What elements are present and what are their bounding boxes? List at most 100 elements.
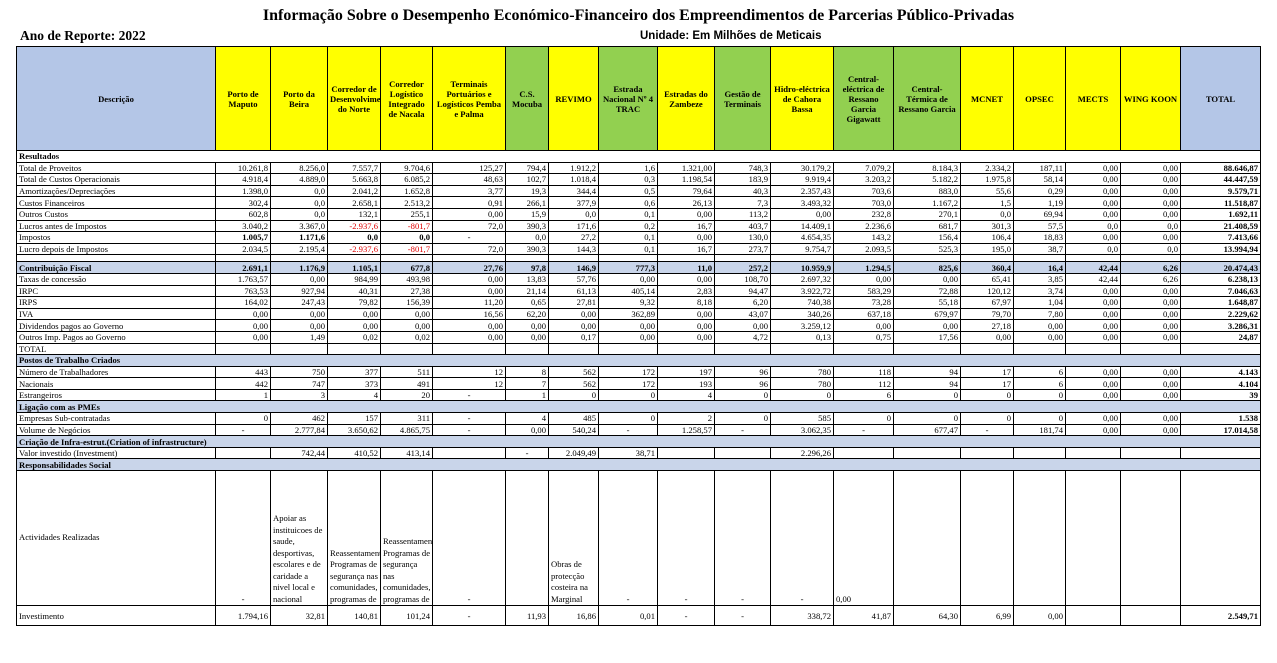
cell: 0,00: [505, 330, 549, 344]
cell: [1013, 470, 1066, 607]
cell: 0,00: [1120, 207, 1181, 221]
cell: 7.046,63: [1180, 284, 1261, 298]
cell: 1.652,8: [380, 184, 433, 198]
cell: 0,00: [215, 307, 271, 321]
cell: 96: [714, 377, 771, 390]
cell: 0,00: [893, 319, 961, 332]
data-row: Valor investido (Investment) 742,44 410,52…: [16, 446, 1261, 460]
cell: 10.959,9: [770, 261, 834, 274]
cell: [1065, 470, 1121, 607]
row-label: IVA: [16, 307, 216, 321]
cell: 0,00: [657, 231, 715, 244]
cell: 742,44: [270, 446, 328, 460]
cell: 4: [327, 388, 381, 402]
cell: 181,74: [1013, 423, 1066, 437]
data-row: Lucros antes de Impostos 3.040,2 3.367,0 -2…: [16, 219, 1261, 233]
cell: 7: [505, 377, 549, 390]
cell: 42,44: [1065, 261, 1121, 274]
cell: 3,77: [432, 184, 506, 198]
cell: 62,20: [505, 307, 549, 321]
cell: 740,38: [770, 296, 834, 309]
cell: 0,00: [1065, 319, 1121, 332]
cell: 0,00: [1065, 196, 1121, 209]
cell: 79,64: [657, 184, 715, 198]
cell: 1,5: [960, 196, 1014, 209]
cell: 1: [215, 388, 271, 402]
cell: 69,94: [1013, 207, 1066, 221]
cell: 562: [548, 365, 599, 379]
cell: 0: [893, 412, 961, 425]
cell: 0: [598, 412, 658, 425]
row-label: Taxas de concessão: [16, 272, 216, 286]
row-label: Custos Financeiros: [16, 196, 216, 209]
cell: 0,00: [1120, 284, 1181, 298]
cell: 20.474,43: [1180, 261, 1261, 274]
cell: 883,0: [893, 184, 961, 198]
cell: 4.104: [1180, 377, 1261, 390]
cell: 0,00: [380, 307, 433, 321]
cell: 491: [380, 377, 433, 390]
cell: 485: [548, 412, 599, 425]
cell: 3.367,0: [270, 219, 328, 233]
cell: 825,6: [893, 261, 961, 274]
cell: 1.005,7: [215, 231, 271, 244]
cell: 413,14: [380, 446, 433, 460]
cell: 21,14: [505, 284, 549, 298]
cell: 27,18: [960, 319, 1014, 332]
cell: 6,99: [960, 605, 1014, 627]
cell: 0,02: [327, 330, 381, 344]
row-label: Outros Custos: [16, 207, 216, 221]
cell: 0,00: [657, 272, 715, 286]
cell: 12: [432, 377, 506, 390]
cell: 32,81: [270, 605, 328, 627]
cell: 143,2: [833, 231, 894, 244]
cell: [657, 446, 715, 460]
cell: 0,17: [548, 330, 599, 344]
cell: 0,00: [893, 272, 961, 286]
cell: 302,4: [215, 196, 271, 209]
cell: 108,70: [714, 272, 771, 286]
cell: 8.256,0: [270, 161, 328, 175]
cell: 780: [770, 365, 834, 379]
section-label: Criação de Infra-estrut.(Criation of inf…: [16, 435, 1261, 448]
cell: 0,02: [380, 330, 433, 344]
cell: -: [215, 423, 271, 437]
cell: 677,47: [893, 423, 961, 437]
cell: 637,18: [833, 307, 894, 321]
cell: -: [714, 605, 771, 627]
cell: 780: [770, 377, 834, 390]
cell: 15,9: [505, 207, 549, 221]
cell: [770, 342, 834, 356]
cell: 2.777,84: [270, 423, 328, 437]
column-header: Porto da Beira: [270, 46, 328, 151]
data-row: Empresas Sub-contratadas 0 462 157 311-4 485 0…: [16, 412, 1261, 425]
cell: 1.176,9: [270, 261, 328, 274]
cell: 9,32: [598, 296, 658, 309]
cell: -: [770, 470, 834, 607]
cell: 0,00: [1120, 365, 1181, 379]
section-label: Ligação com as PMEs: [16, 400, 1261, 414]
data-row: Outros Imp. Pagos ao Governo 0,00 1,49 0,02…: [16, 330, 1261, 344]
cell: 27,81: [548, 296, 599, 309]
cell: 157: [327, 412, 381, 425]
cell: -: [432, 605, 506, 627]
cell: 247,43: [270, 296, 328, 309]
column-header: Corredor Logístico Integrado de Nacala: [380, 46, 433, 151]
cell: 0,00: [1013, 605, 1066, 627]
empty-cell: [548, 254, 599, 263]
cell: 1,49: [270, 330, 328, 344]
cell: 602,8: [215, 207, 271, 221]
cell: 681,7: [893, 219, 961, 233]
cell: 40,31: [327, 284, 381, 298]
cell: 55,6: [960, 184, 1014, 198]
cell: Reassentamentos, Programas de segurança …: [327, 470, 381, 607]
cell: 16,56: [432, 307, 506, 321]
cell: 171,6: [548, 219, 599, 233]
cell: 3.650,62: [327, 423, 381, 437]
cell: 1.198,54: [657, 173, 715, 186]
cell: 0,00: [1065, 365, 1121, 379]
cell: 2.658,1: [327, 196, 381, 209]
title: Informação Sobre o Desempenho Económico-…: [262, 7, 1015, 24]
cell: -: [432, 388, 506, 402]
